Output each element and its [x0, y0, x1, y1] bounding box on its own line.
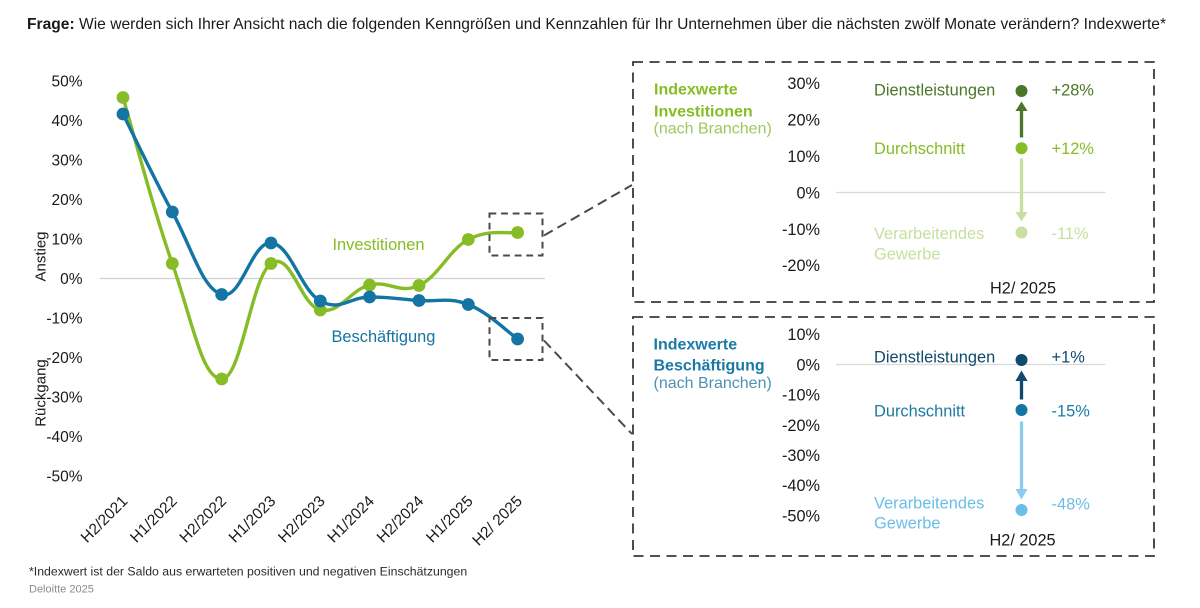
svg-text:(nach Branchen): (nach Branchen)	[654, 121, 772, 138]
svg-text:-20%: -20%	[782, 257, 820, 275]
svg-text:-40%: -40%	[782, 477, 820, 495]
svg-text:Beschäftigung: Beschäftigung	[654, 358, 765, 375]
svg-text:Verarbeitendes: Verarbeitendes	[874, 495, 984, 513]
svg-text:Rückgang: Rückgang	[33, 359, 50, 427]
svg-text:-50%: -50%	[46, 469, 82, 486]
svg-text:0%: 0%	[796, 356, 820, 374]
svg-text:Investitionen: Investitionen	[654, 104, 753, 121]
svg-text:-10%: -10%	[782, 387, 820, 405]
svg-text:Gewerbe: Gewerbe	[874, 515, 941, 533]
svg-text:30%: 30%	[51, 153, 82, 170]
svg-text:Investitionen: Investitionen	[333, 236, 425, 254]
svg-text:0%: 0%	[60, 271, 83, 288]
svg-text:Dienstleistungen: Dienstleistungen	[874, 82, 995, 100]
svg-text:-30%: -30%	[46, 390, 82, 407]
svg-text:Dienstleistungen: Dienstleistungen	[874, 349, 995, 367]
svg-text:-48%: -48%	[1052, 496, 1090, 514]
svg-text:50%: 50%	[51, 74, 82, 91]
svg-text:Frage: Wie werden sich Ihrer A: Frage: Wie werden sich Ihrer Ansicht nac…	[27, 16, 1166, 33]
svg-text:Deloitte 2025: Deloitte 2025	[29, 584, 94, 596]
svg-text:20%: 20%	[787, 112, 820, 130]
svg-text:0%: 0%	[796, 184, 820, 202]
svg-text:-50%: -50%	[782, 507, 820, 525]
svg-text:+28%: +28%	[1052, 82, 1094, 100]
svg-text:Indexwerte: Indexwerte	[654, 82, 738, 99]
svg-text:+1%: +1%	[1052, 349, 1085, 367]
svg-text:Gewerbe: Gewerbe	[874, 246, 941, 264]
svg-text:Beschäftigung: Beschäftigung	[332, 328, 436, 346]
svg-text:10%: 10%	[787, 326, 820, 344]
svg-text:20%: 20%	[51, 192, 82, 209]
svg-text:Indexwerte: Indexwerte	[654, 337, 738, 354]
svg-text:-40%: -40%	[46, 429, 82, 446]
svg-text:30%: 30%	[787, 75, 820, 93]
svg-text:-30%: -30%	[782, 447, 820, 465]
svg-text:Verarbeitendes: Verarbeitendes	[874, 225, 984, 243]
svg-text:+12%: +12%	[1052, 140, 1094, 158]
svg-text:-20%: -20%	[782, 417, 820, 435]
svg-text:*Indexwert ist der Saldo aus e: *Indexwert ist der Saldo aus erwarteten …	[29, 565, 467, 579]
svg-text:H2/ 2025: H2/ 2025	[990, 279, 1056, 297]
svg-text:Anstieg: Anstieg	[33, 231, 50, 281]
svg-text:Durchschnitt: Durchschnitt	[874, 403, 966, 421]
svg-text:40%: 40%	[51, 113, 82, 130]
svg-text:(nach Branchen): (nach Branchen)	[654, 375, 772, 392]
svg-text:10%: 10%	[787, 148, 820, 166]
svg-text:-20%: -20%	[46, 350, 82, 367]
svg-text:-10%: -10%	[782, 221, 820, 239]
svg-text:Durchschnitt: Durchschnitt	[874, 140, 966, 158]
svg-text:-15%: -15%	[1052, 403, 1090, 421]
svg-text:H2/ 2025: H2/ 2025	[990, 532, 1056, 550]
svg-text:10%: 10%	[51, 232, 82, 249]
svg-text:-11%: -11%	[1052, 225, 1089, 243]
svg-text:-10%: -10%	[46, 311, 82, 328]
